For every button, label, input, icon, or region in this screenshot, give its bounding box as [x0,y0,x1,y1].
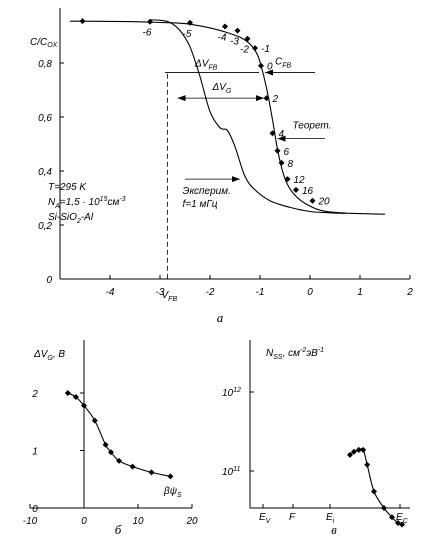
chart-a-marker-label: 16 [302,186,314,197]
chart-a-marker-label: -5 [183,29,192,40]
chart-a-temp-label: T=295 K [48,182,87,193]
chart-a-marker [258,62,264,69]
chart-b-x-tick-label: -10 [23,516,38,527]
chart-a-y-tick-label: 0,8 [38,59,52,70]
chart-b-marker [72,394,79,401]
chart-a-marker-label: -6 [143,28,152,39]
chart-a-marker [269,130,276,137]
chart-a-y-tick-label: 0 [46,275,52,286]
chart-b-y-tick-label: 2 [31,389,38,400]
chart-b-y-tick-label: 0 [32,504,38,515]
chart-a-freq-label: f=1 мГц [183,199,218,210]
chart-b-marker [91,417,98,424]
chart-a-dvg-arrow-right [256,95,264,102]
chart-a-y-tick-label: 0,2 [38,221,52,232]
chart-a-series-theoretical [69,20,386,215]
chart-a-x-tick-label: 1 [357,287,363,298]
chart-a-ylabel: C/COX [30,37,58,49]
chart-b-x-tick-label: 0 [81,516,87,527]
chart-c-marker [389,514,395,521]
chart-a-marker [309,197,316,204]
chart-a-marker [284,176,291,183]
chart-c-marker [360,446,367,453]
chart-a-theor-label: Теорет. [293,121,332,132]
chart-a-exper-label: Эксперим. [183,186,231,197]
chart-a-marker-label: 2 [272,94,279,105]
chart-a-struct-label: Si-SiO2-Al [48,212,94,225]
chart-a-marker-label: 6 [284,147,290,158]
chart-a-marker [263,95,270,102]
chart-c-x-tick-label: F [289,512,296,523]
chart-a-marker [252,45,258,52]
chart-c-y-tick-label: 1012 [222,387,241,399]
chart-a-marker-label: 12 [294,175,306,186]
chart-c-marker [371,488,377,495]
chart-b-x-tick-label: 20 [185,516,198,527]
chart-b-marker [129,463,136,470]
chart-a-dvg-arrow-left [177,95,186,102]
chart-a-marker [147,18,153,25]
chart-a-x-tick-label: -2 [206,287,215,298]
chart-a-marker [293,186,299,193]
chart-c-ylabel: NSS, см-2эВ-1 [266,347,324,361]
chart-a-marker-label: -4 [218,33,227,44]
chart-b-marker [102,441,109,448]
chart-b-xlabel: βψS [163,486,182,499]
chart-a-x-tick-label: 2 [406,287,413,298]
chart-c-x-tick-label: EC [396,512,409,525]
chart-a-series-experimental [149,19,346,214]
chart-b-marker [116,457,123,464]
chart-a-cfb-arrowhead [265,69,273,76]
chart-a-marker [274,147,281,154]
chart-b-marker [64,390,71,396]
chart-b-marker [81,402,87,409]
chart-a-y-tick-label: 0,4 [38,167,52,178]
chart-c-caption: в [331,522,337,537]
chart-a-caption: а [217,310,224,325]
chart-a-marker [187,19,193,26]
chart-b-marker [148,469,155,476]
chart-a-marker-label: 4 [279,129,285,140]
chart-a-vfb-label: VFB [162,290,178,303]
chart-a-dvg-label: ΔVG [212,82,232,95]
chart-a-marker [278,159,285,166]
chart-b-x-tick-label: 10 [132,516,144,527]
chart-c-marker [364,461,371,468]
chart-a-marker [79,18,86,25]
chart-a-marker [244,35,251,42]
chart-b-caption: б [115,522,122,537]
chart-a-na-label: NA=1,5 · 1015см-3 [48,196,126,210]
chart-b-y-tick-label: 1 [32,447,38,458]
chart-c-series [349,448,403,526]
chart-a-cfb-label: CFB [275,56,292,69]
chart-c-marker [399,521,405,528]
chart-b-series [67,392,171,477]
chart-a-x-tick-label: -1 [256,287,265,298]
chart-c-marker [347,451,353,458]
chart-a-marker-label: 8 [288,159,294,170]
chart-a-marker-label: -1 [261,44,270,55]
chart-b-marker [108,449,114,456]
chart-a-marker-label: 0 [267,62,273,73]
chart-a-marker-label: 20 [318,197,331,208]
chart-c-marker [381,505,387,512]
chart-a-x-tick-label: -4 [106,287,115,298]
chart-a-x-tick-label: 0 [307,287,313,298]
chart-a-exper-arrowhead [232,176,240,183]
chart-b-marker [167,473,174,480]
chart-c-x-tick-label: EV [259,512,272,525]
chart-c-x-tick-label: Ei [326,512,335,525]
chart-c-marker [355,446,362,453]
chart-c-y-tick-label: 1011 [222,466,240,478]
chart-a-marker [234,27,241,34]
chart-a-marker [222,23,228,30]
chart-a-y-tick-label: 0,6 [38,113,52,124]
chart-c-marker [351,448,357,455]
chart-a-marker-label: -3 [230,37,239,48]
chart-a-marker-label: -2 [240,45,249,56]
chart-a-x-tick-label: -3 [156,287,165,298]
chart-a-theor-arrowhead [277,135,286,142]
chart-b-ylabel: ΔVG, B [33,349,65,362]
